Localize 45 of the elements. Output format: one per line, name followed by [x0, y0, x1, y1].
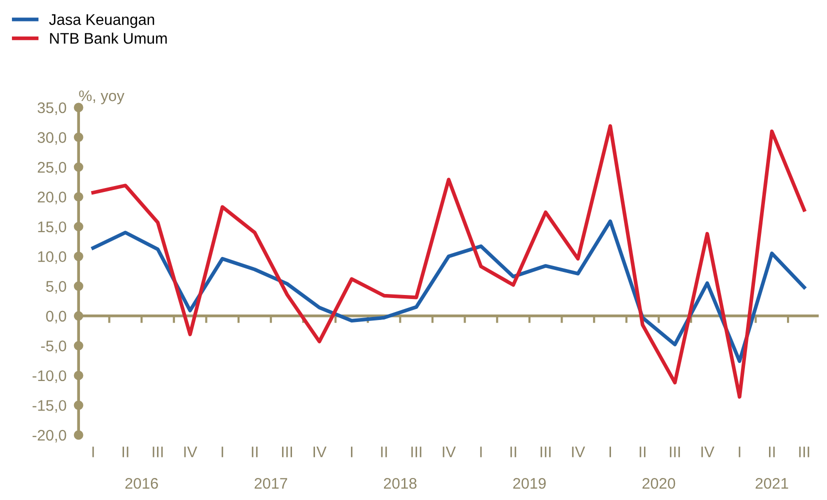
- x-tick-label: II: [510, 446, 516, 458]
- text: 2021: [756, 478, 788, 489]
- y-tick-label: -20,0: [32, 430, 66, 442]
- x-tick-label: I: [350, 446, 352, 458]
- text: 2020: [642, 478, 676, 489]
- y-tick-label: 35,0: [38, 102, 66, 115]
- x-tick-label: IV: [572, 446, 586, 458]
- line-series: [91, 124, 806, 399]
- x-tick-label: I: [222, 446, 224, 458]
- x-tick-label: III: [540, 446, 551, 458]
- x-tick-label: III: [152, 446, 163, 458]
- text: 2016: [125, 478, 158, 489]
- text: 2018: [384, 478, 416, 489]
- legend-label: Jasa Keuangan: [49, 14, 154, 28]
- y-tick-label: -10,0: [32, 370, 66, 383]
- x-tick-label: II: [640, 446, 646, 458]
- x-tick-label: II: [769, 446, 775, 458]
- y-tick-label: 25,0: [38, 162, 66, 175]
- y-tick-label: 20,0: [38, 192, 66, 204]
- y-tick-label: 10,0: [38, 251, 66, 264]
- text: 2017: [254, 478, 288, 489]
- y-axis-title: %, yoy: [79, 90, 124, 104]
- legend-label: NTB Bank Umum: [50, 32, 167, 44]
- text: 2019: [513, 478, 546, 489]
- y-tick-label: 0,0: [46, 310, 66, 324]
- y-tick-label: 30,0: [38, 132, 66, 145]
- x-tick-label: IV: [184, 446, 198, 458]
- x-tick-label: III: [411, 446, 422, 458]
- y-tick-label: -5,0: [41, 340, 66, 354]
- x-tick-label: II: [381, 446, 387, 458]
- x-tick-label: III: [282, 446, 292, 458]
- y-tick-label: -15,0: [32, 400, 66, 413]
- x-tick-label: III: [670, 446, 680, 458]
- x-tick-label: I: [738, 446, 740, 458]
- x-tick-label: IV: [701, 446, 714, 458]
- x-tick-label: II: [252, 446, 258, 458]
- x-tick-label: I: [480, 446, 482, 458]
- x-tick-label: II: [122, 446, 128, 458]
- x-tick-label: I: [610, 446, 611, 458]
- x-tick-label: IV: [314, 446, 327, 458]
- x-tick-label: IV: [442, 446, 456, 458]
- y-tick-label: 15,0: [38, 221, 66, 234]
- x-tick-label: I: [92, 446, 94, 458]
- y-tick-label: 5,0: [46, 281, 66, 294]
- x-tick-label: III: [799, 446, 810, 458]
